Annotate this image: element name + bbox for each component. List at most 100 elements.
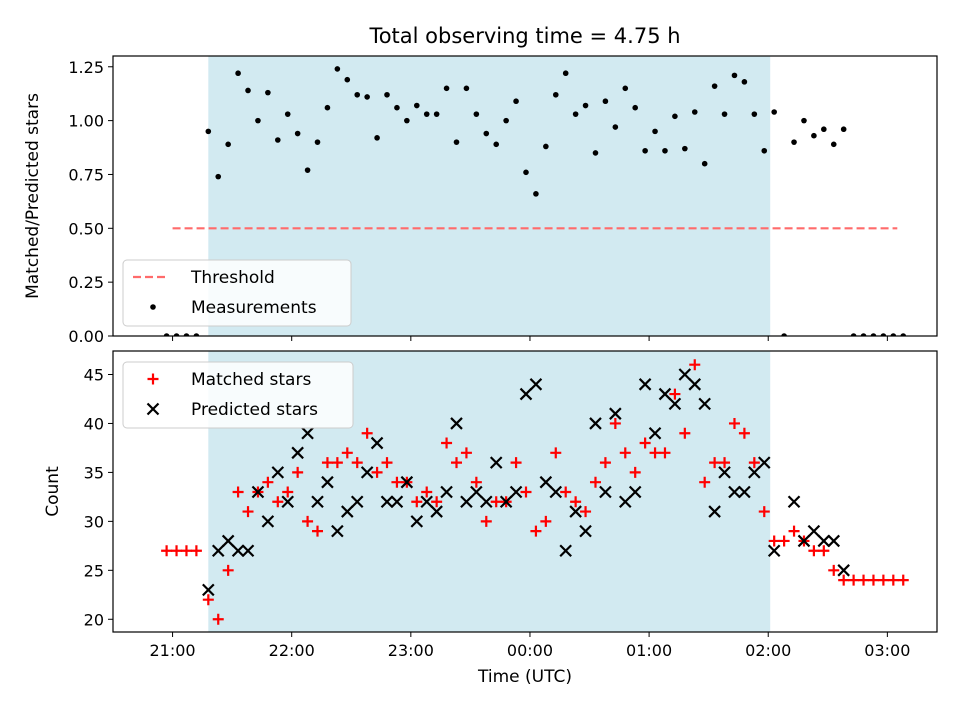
matched-star-point xyxy=(321,457,333,469)
predicted-star-point xyxy=(668,397,682,411)
matched-star-point xyxy=(887,574,899,586)
measurement-point xyxy=(741,79,748,85)
legend-measurement-swatch xyxy=(150,304,156,310)
predicted-star-point xyxy=(688,378,702,391)
measurement-point xyxy=(304,167,311,173)
matched-star-point xyxy=(550,447,562,459)
legend-label: Measurements xyxy=(191,298,317,318)
matched-star-point xyxy=(411,496,423,508)
predicted-star-point xyxy=(748,466,761,479)
series-layer xyxy=(161,359,909,625)
predicted-star-point xyxy=(231,544,245,558)
predicted-star-point xyxy=(539,475,553,489)
measurement-point xyxy=(781,333,787,336)
matched-star-point xyxy=(480,515,492,527)
measurement-point xyxy=(622,85,629,92)
y-tick-label: 45 xyxy=(84,365,104,384)
matched-star-point xyxy=(431,496,443,508)
x-tick-label: 01:00 xyxy=(626,641,672,660)
x-tick-label: 02:00 xyxy=(745,641,791,660)
x-axis-label: Time (UTC) xyxy=(477,667,572,687)
predicted-star-point xyxy=(380,495,394,509)
matched-star-point xyxy=(361,427,373,439)
series-layer xyxy=(163,66,907,336)
measurement-point xyxy=(711,83,718,89)
predicted-star-point xyxy=(420,495,433,509)
measurement-point xyxy=(413,102,420,109)
x-tick-label: 00:00 xyxy=(507,641,553,660)
predicted-star-point xyxy=(738,485,751,499)
measurement-point xyxy=(791,139,797,145)
legend: Threshold Measurements xyxy=(122,259,352,327)
predicted-star-point xyxy=(519,387,533,401)
matched-star-point xyxy=(768,535,780,547)
matched-star-point xyxy=(242,506,254,518)
predicted-star-point xyxy=(648,426,662,440)
predicted-star-point xyxy=(529,378,543,391)
matched-star-point xyxy=(161,545,173,557)
predicted-star-point xyxy=(837,564,850,577)
y-tick-label: 1.00 xyxy=(68,112,104,131)
predicted-star-point xyxy=(787,495,801,509)
matched-star-point xyxy=(659,447,671,459)
predicted-star-point xyxy=(698,397,711,411)
legend-label: Matched stars xyxy=(191,370,311,390)
matched-star-point xyxy=(897,574,909,586)
axes-frame xyxy=(112,350,938,633)
predicted-star-point xyxy=(291,446,304,460)
matched-star-point xyxy=(629,466,641,478)
measurement-point xyxy=(433,111,440,117)
measurement-point xyxy=(642,147,648,154)
predicted-star-point xyxy=(618,495,632,509)
legend: Matched stars Predicted stars xyxy=(122,361,354,429)
predicted-star-point xyxy=(202,583,215,597)
y-tick-label: 20 xyxy=(84,610,104,629)
matched-star-point xyxy=(312,525,324,537)
matched-star-point xyxy=(302,515,314,527)
matched-star-point xyxy=(570,496,582,508)
predicted-star-point xyxy=(579,524,592,538)
predicted-star-point xyxy=(678,368,692,381)
matched-star-point xyxy=(282,486,294,498)
measurement-point xyxy=(265,89,271,96)
predicted-star-point xyxy=(718,466,731,479)
measurement-point xyxy=(503,117,509,124)
measurement-point xyxy=(364,94,370,100)
measurement-point xyxy=(215,173,222,180)
measurement-point xyxy=(225,141,231,148)
measurement-point xyxy=(811,132,817,139)
measurement-point xyxy=(860,333,867,336)
predicted-star-point xyxy=(211,544,225,558)
predicted-star-point xyxy=(470,485,483,499)
measurement-point xyxy=(771,109,777,115)
measurement-point xyxy=(394,104,400,111)
matched-star-point xyxy=(371,466,383,478)
predicted-star-point xyxy=(241,544,255,558)
matched-star-point xyxy=(262,476,274,488)
measurement-point xyxy=(850,333,857,336)
measurement-point xyxy=(384,91,390,98)
measurement-point xyxy=(344,76,351,83)
predicted-star-point xyxy=(261,515,275,528)
predicted-star-point xyxy=(460,495,473,509)
y-tick-label: 30 xyxy=(84,512,104,531)
measurement-point xyxy=(691,109,698,115)
predicted-star-point xyxy=(311,495,324,509)
matched-star-point xyxy=(689,359,701,371)
matched-star-point xyxy=(272,496,284,508)
matched-star-point xyxy=(709,457,721,469)
matched-star-point xyxy=(520,486,532,498)
x-tick-label: 21:00 xyxy=(150,641,196,660)
matched-star-point xyxy=(212,613,224,625)
measurement-point xyxy=(731,72,738,79)
matched-star-point xyxy=(877,574,889,586)
matched-star-point xyxy=(738,427,750,439)
predicted-star-point xyxy=(569,505,582,518)
matched-star-point xyxy=(450,457,462,469)
matched-star-point xyxy=(222,564,234,576)
legend-matched-swatch xyxy=(147,373,159,385)
predicted-star-point xyxy=(499,495,513,509)
legend-label: Threshold xyxy=(190,268,275,288)
matched-star-point xyxy=(728,417,740,429)
